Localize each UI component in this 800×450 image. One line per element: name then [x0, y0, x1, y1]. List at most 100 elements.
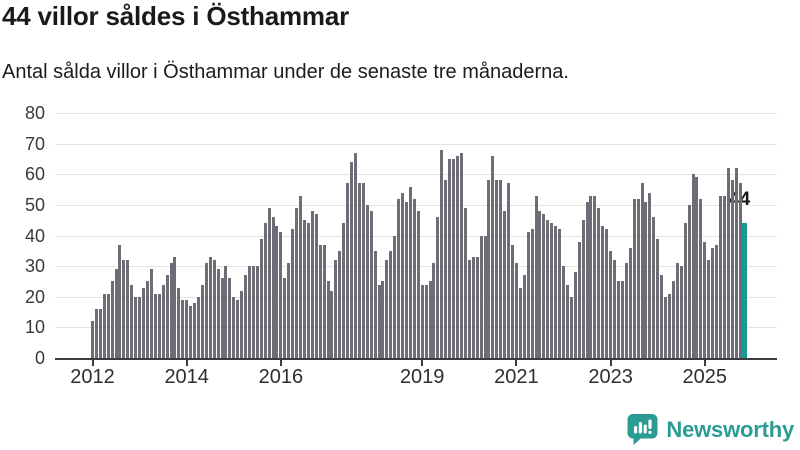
bar — [185, 299, 189, 358]
bar — [157, 293, 161, 358]
bar — [507, 183, 511, 358]
bar — [389, 250, 393, 358]
gridline — [55, 296, 777, 298]
bar — [322, 244, 326, 358]
bar — [577, 241, 581, 358]
bar — [624, 263, 628, 358]
bar — [138, 296, 142, 358]
bar — [295, 207, 299, 358]
bar — [361, 183, 365, 358]
bar — [518, 287, 522, 358]
bar — [126, 260, 130, 358]
bar — [514, 263, 518, 358]
bar — [463, 207, 467, 358]
bar — [275, 226, 279, 358]
bar — [193, 302, 197, 358]
bar — [479, 235, 483, 358]
bar — [683, 223, 687, 358]
brand-name: Newsworthy — [666, 416, 794, 442]
gridline — [55, 174, 777, 176]
bar — [232, 296, 236, 358]
bar — [216, 269, 220, 358]
bar — [554, 226, 558, 358]
x-tick-mark — [609, 360, 612, 366]
bar — [169, 263, 173, 358]
gridline — [55, 327, 777, 329]
bar — [726, 168, 730, 358]
gridline — [55, 113, 777, 114]
bar — [495, 180, 499, 358]
bar — [636, 198, 640, 358]
bar — [522, 275, 526, 358]
bar — [738, 183, 742, 358]
bar — [459, 152, 463, 358]
bar — [550, 223, 554, 358]
bar — [228, 278, 232, 358]
bar — [334, 260, 338, 358]
bar — [134, 296, 138, 358]
bar — [632, 198, 636, 358]
bar — [306, 223, 310, 358]
bar — [565, 284, 569, 358]
bar — [695, 177, 699, 358]
y-tick-label: 10 — [24, 317, 45, 338]
bar — [652, 217, 656, 358]
bar — [640, 183, 644, 358]
bar — [416, 211, 420, 358]
bar — [381, 281, 385, 358]
bar — [664, 296, 668, 358]
bar — [667, 293, 671, 358]
x-tick-mark — [279, 360, 282, 366]
bar — [248, 266, 251, 358]
bar — [259, 238, 263, 358]
bar — [691, 174, 695, 358]
bar — [353, 152, 357, 358]
x-tick-mark — [703, 360, 706, 366]
bar — [593, 195, 597, 358]
bar — [734, 168, 738, 358]
newsworthy-logo[interactable]: Newsworthy — [627, 413, 794, 446]
bar — [189, 305, 193, 358]
bar — [644, 201, 648, 358]
x-tick-label: 2025 — [682, 366, 728, 388]
bar — [350, 162, 354, 358]
bar — [240, 290, 244, 358]
bar — [271, 217, 275, 358]
bar — [346, 183, 350, 358]
bar — [703, 241, 707, 358]
bar — [730, 180, 734, 358]
bar — [357, 183, 361, 358]
bar — [318, 244, 322, 358]
x-tick-label: 2012 — [70, 366, 115, 388]
bar — [420, 284, 424, 358]
bar — [122, 260, 126, 358]
bar — [491, 155, 495, 358]
bar — [365, 204, 369, 358]
bar — [526, 232, 530, 358]
x-tick-mark — [91, 360, 94, 366]
bar — [94, 309, 98, 358]
bar — [212, 260, 216, 358]
bar — [687, 204, 691, 358]
bar — [589, 195, 593, 358]
bar — [208, 256, 212, 358]
bar — [114, 269, 118, 358]
bar — [98, 309, 102, 358]
bar — [432, 263, 436, 358]
bar — [467, 260, 471, 358]
bar — [369, 211, 373, 358]
bar — [558, 229, 562, 358]
bar — [153, 293, 157, 358]
bar — [605, 229, 609, 358]
bar — [715, 244, 719, 358]
bar — [456, 155, 460, 358]
bar — [581, 220, 585, 358]
y-axis-labels: 0 10 20 30 40 50 60 70 80 — [0, 103, 55, 368]
bar — [440, 149, 444, 358]
highlight-bar — [741, 223, 747, 358]
bar — [251, 266, 255, 358]
x-tick-label: 2016 — [258, 366, 304, 388]
bar — [620, 281, 624, 358]
gridline — [55, 204, 777, 206]
